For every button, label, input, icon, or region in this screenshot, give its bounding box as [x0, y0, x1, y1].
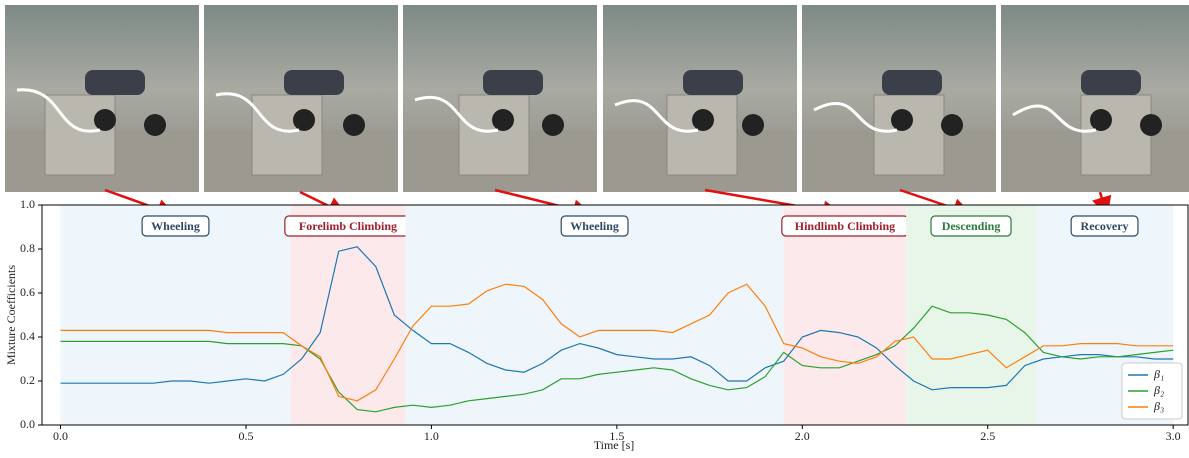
robot-body — [85, 70, 145, 95]
phase-region — [290, 205, 405, 425]
photo-step — [667, 95, 737, 175]
x-tick-label: 3.0 — [1166, 429, 1181, 443]
phase-region — [405, 205, 783, 425]
photo-strip — [5, 5, 1189, 192]
robot-body — [1081, 70, 1141, 95]
x-tick-label: 1.0 — [424, 429, 439, 443]
y-tick-label: 0.4 — [20, 329, 35, 343]
photo-step — [1081, 95, 1151, 175]
phase-region — [61, 205, 291, 425]
robot-wheel — [144, 114, 166, 136]
robot-body — [284, 70, 344, 95]
robot-wheel — [542, 114, 564, 136]
phase-label: Wheeling — [151, 219, 200, 233]
photo-step — [874, 95, 944, 175]
robot-wheel — [94, 109, 116, 131]
y-tick-label: 1.0 — [20, 197, 35, 211]
legend-label: β₃ — [1153, 399, 1164, 413]
legend-label: β₂ — [1153, 383, 1164, 397]
y-tick-label: 0.0 — [20, 417, 35, 431]
x-tick-label: 2.0 — [795, 429, 810, 443]
robot-body — [882, 70, 942, 95]
robot-wheel — [492, 109, 514, 131]
phase-region — [784, 205, 906, 425]
robot-wheel — [1090, 109, 1112, 131]
robot-wheel — [941, 114, 963, 136]
x-tick-label: 1.5 — [609, 429, 624, 443]
photo-step — [459, 95, 529, 175]
legend-label: β₁ — [1153, 367, 1164, 381]
y-tick-label: 0.8 — [20, 241, 35, 255]
phase-label: Hindlimb Climbing — [795, 219, 895, 233]
x-tick-label: 2.5 — [980, 429, 995, 443]
robot-wheel — [692, 109, 714, 131]
robot-wheel — [742, 114, 764, 136]
robot-wheel — [1140, 114, 1162, 136]
figure: Mixture Coefficients Time [s] WheelingFo… — [0, 0, 1189, 453]
phase-label: Recovery — [1081, 219, 1129, 233]
robot-body — [483, 70, 543, 95]
phase-region — [906, 205, 1036, 425]
photo-step — [252, 95, 322, 175]
robot-wheel — [891, 109, 913, 131]
phase-label: Descending — [942, 219, 1001, 233]
x-tick-label: 0.5 — [238, 429, 253, 443]
y-tick-label: 0.2 — [20, 373, 35, 387]
x-tick-label: 0.0 — [53, 429, 68, 443]
y-axis-label: Mixture Coefficients — [4, 265, 18, 365]
phase-label: Forelimb Climbing — [299, 219, 397, 233]
robot-body — [683, 70, 743, 95]
y-tick-label: 0.6 — [20, 285, 35, 299]
phase-label: Wheeling — [570, 219, 619, 233]
robot-wheel — [293, 109, 315, 131]
robot-wheel — [343, 114, 365, 136]
